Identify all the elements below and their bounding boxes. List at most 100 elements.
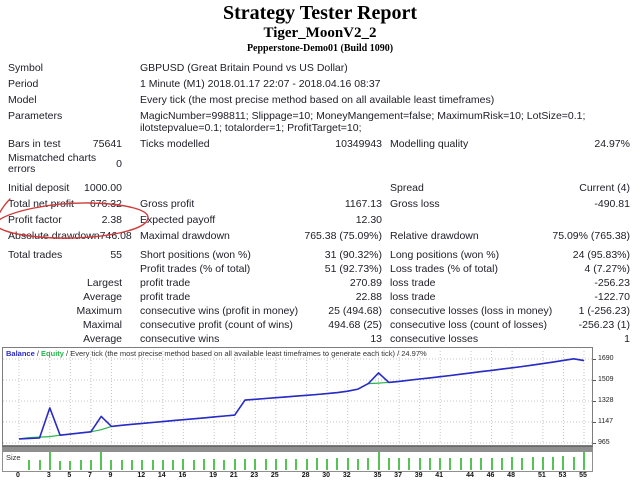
y-axis-tick bbox=[593, 359, 596, 360]
row-value: 494.68 (25) bbox=[328, 319, 382, 331]
row-value: Average bbox=[83, 291, 122, 303]
table-row: Mismatched charts errors 0 bbox=[0, 152, 640, 176]
x-axis-label: 35 bbox=[373, 472, 382, 479]
page-title: Strategy Tester Report bbox=[222, 2, 418, 24]
table-row: Maximum consecutive wins (profit in money… bbox=[0, 304, 640, 318]
x-axis-label: 44 bbox=[466, 472, 474, 479]
table-row: Bars in test 75641 Ticks modelled 10349943 M… bbox=[0, 136, 640, 152]
trade-size-bar bbox=[172, 460, 175, 470]
quality-value: 24.97% bbox=[401, 349, 427, 358]
x-axis-label: 25 bbox=[270, 472, 279, 479]
row-label: Total trades bbox=[8, 249, 63, 261]
row-value: 1 bbox=[624, 333, 630, 345]
row-value: 270.89 bbox=[349, 277, 382, 289]
trade-size-bar bbox=[511, 457, 514, 470]
trade-size-bar bbox=[315, 458, 318, 470]
trade-size-bar bbox=[151, 460, 154, 470]
x-axis-label: 9 bbox=[108, 472, 113, 479]
equity-legend-label: Equity bbox=[41, 349, 64, 358]
row-value: 25 (494.68) bbox=[328, 305, 382, 317]
trade-size-bar bbox=[182, 459, 185, 470]
equity-line bbox=[18, 358, 585, 440]
table-row: Symbol GBPUSD (Great Britain Pound vs US … bbox=[0, 60, 640, 76]
trade-size-bar bbox=[367, 458, 370, 470]
x-axis-label: 0 bbox=[16, 472, 20, 479]
trade-size-bar bbox=[120, 460, 123, 470]
row-value: Maximal bbox=[82, 319, 122, 331]
trade-size-bar bbox=[89, 460, 92, 470]
row-value: 1000.00 bbox=[84, 182, 122, 194]
trade-size-bar bbox=[202, 459, 205, 470]
row-label: Total net profit bbox=[8, 198, 74, 210]
trade-size-bar bbox=[500, 457, 503, 470]
row-label: consecutive losses bbox=[390, 333, 479, 345]
report-table: Symbol GBPUSD (Great Britain Pound vs US … bbox=[0, 60, 640, 346]
trade-size-bar bbox=[110, 460, 113, 470]
trade-size-bar bbox=[346, 458, 349, 470]
trade-size-bar bbox=[418, 458, 421, 470]
row-label: Profit trades (% of total) bbox=[140, 263, 251, 275]
y-axis-tick bbox=[593, 400, 596, 402]
row-value: 22.88 bbox=[355, 291, 382, 303]
x-axis-label: 37 bbox=[394, 472, 402, 479]
row-label: Model bbox=[8, 94, 37, 106]
row-value: 746.08 bbox=[99, 230, 132, 242]
row-label: Symbol bbox=[8, 62, 44, 74]
row-label: profit trade bbox=[140, 277, 191, 289]
y-axis-label: 1147 bbox=[598, 417, 614, 425]
row-label: Gross profit bbox=[140, 198, 195, 210]
trade-size-bar bbox=[377, 452, 380, 470]
row-value: 1167.13 bbox=[344, 198, 382, 210]
row-label: Bars in test bbox=[8, 138, 61, 150]
trade-size-bar bbox=[223, 459, 226, 470]
row-value-wide: 1 Minute (M1) 2018.01.17 22:07 - 2018.04… bbox=[140, 78, 381, 90]
row-value: -490.81 bbox=[594, 198, 630, 210]
row-value: 24.97% bbox=[594, 138, 630, 150]
x-axis-label: 48 bbox=[507, 472, 515, 479]
row-label: Ticks modelled bbox=[140, 138, 210, 150]
row-value: 13 bbox=[370, 333, 382, 345]
row-label: loss trade bbox=[390, 291, 436, 303]
row-label: consecutive losses (loss in money) bbox=[390, 305, 553, 317]
x-axis-label: 14 bbox=[157, 472, 166, 479]
row-value: 12.30 bbox=[355, 214, 382, 226]
model-note: Every tick (the most precise method base… bbox=[70, 349, 395, 358]
trade-size-bar bbox=[264, 459, 267, 470]
table-row: Period 1 Minute (M1) 2018.01.17 22:07 - 2… bbox=[0, 76, 640, 92]
row-value-wide: GBPUSD (Great Britain Pound vs US Dollar… bbox=[140, 62, 348, 74]
y-axis-tick bbox=[593, 443, 596, 444]
trade-size-bar bbox=[439, 458, 442, 470]
table-row: Total trades 55 Short positions (won %) 31 … bbox=[0, 248, 640, 262]
chart-legend: Balance / Equity / Every tick (the most … bbox=[6, 349, 427, 358]
y-axis-label: 1690 bbox=[598, 355, 614, 362]
x-axis-label: 3 bbox=[46, 472, 51, 479]
row-value: 51 (92.73%) bbox=[324, 263, 382, 275]
row-value-wide: MagicNumber=998811; Slippage=10; MoneyMa… bbox=[140, 110, 586, 134]
trade-size-bar bbox=[100, 452, 103, 470]
table-row: Parameters MagicNumber=998811; Slippage=1… bbox=[0, 108, 640, 134]
row-label: consecutive loss (count of losses) bbox=[390, 319, 547, 331]
row-value: 2.38 bbox=[101, 214, 122, 226]
trade-size-bar bbox=[38, 459, 41, 470]
chart-splitter bbox=[2, 446, 593, 451]
legend-separator: / bbox=[63, 349, 71, 358]
y-axis-tick bbox=[593, 379, 596, 381]
trade-size-bar bbox=[480, 457, 483, 470]
x-axis-label: 21 bbox=[229, 472, 238, 479]
trade-size-bar bbox=[336, 458, 339, 470]
trade-size-bar bbox=[141, 459, 144, 470]
table-row: Average consecutive wins 13 consecutive los… bbox=[0, 332, 640, 346]
row-value: Current (4) bbox=[579, 182, 630, 194]
trade-size-bar bbox=[552, 457, 555, 470]
trade-size-bar bbox=[398, 458, 401, 470]
trade-size-bar bbox=[192, 459, 195, 470]
trade-size-bar bbox=[28, 460, 31, 470]
row-label: Profit factor bbox=[8, 214, 62, 226]
x-axis-label: 46 bbox=[486, 472, 495, 479]
trade-size-bar bbox=[408, 458, 411, 470]
x-axis-label: 5 bbox=[67, 472, 72, 479]
row-value: 1 (-256.23) bbox=[578, 305, 630, 317]
row-label: loss trade bbox=[390, 277, 436, 289]
trade-size-bar bbox=[357, 458, 359, 470]
row-label: Absolute drawdown bbox=[8, 230, 100, 242]
